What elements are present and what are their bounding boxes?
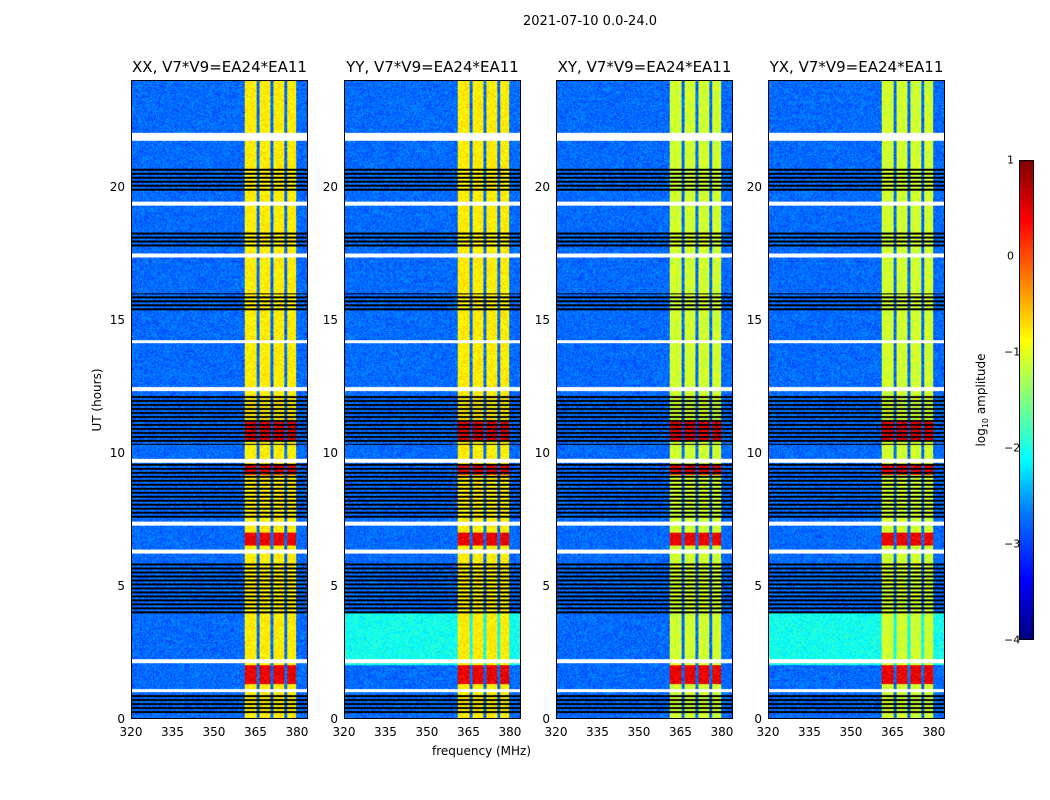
x-tick-label: 380: [922, 725, 946, 739]
panel-title: YY, V7*V9=EA24*EA11: [346, 58, 519, 76]
x-axis-label: frequency (MHz): [432, 744, 532, 758]
x-tick-label: 335: [798, 725, 821, 739]
x-tick-label: 350: [202, 725, 226, 739]
colorbar: [1019, 160, 1034, 640]
y-tick-label: 20: [746, 179, 762, 194]
x-tick-label: 365: [881, 725, 904, 739]
x-tick-label: 335: [161, 725, 184, 739]
colorbar-tick-label: −4: [1004, 633, 1021, 647]
x-tick-label: 335: [586, 725, 609, 739]
x-tick-label: 350: [839, 725, 863, 739]
x-tick-label: 365: [244, 725, 267, 739]
y-tick-label: 0: [330, 712, 338, 726]
y-tick-label: 10: [322, 445, 338, 460]
x-tick-label: 350: [415, 725, 439, 739]
y-axis-label: UT (hours): [90, 368, 104, 432]
y-tick-label: 0: [754, 712, 762, 726]
y-tick-label: 0: [542, 712, 550, 726]
x-tick-label: 380: [710, 725, 734, 739]
y-tick-label: 20: [534, 179, 550, 194]
y-tick-label: 15: [534, 312, 550, 327]
x-tick-label: 335: [374, 725, 397, 739]
y-tick-label: 5: [542, 578, 550, 593]
y-tick-label: 10: [109, 445, 125, 460]
y-tick-label: 10: [534, 445, 550, 460]
y-tick-label: 10: [746, 445, 762, 460]
y-tick-label: 5: [117, 578, 125, 593]
panel-0: XX, V7*V9=EA24*EA11 320 335 350 365 380 0 5 10 15…: [110, 58, 309, 739]
colorbar-tick-label: −3: [1004, 537, 1021, 551]
x-tick-label: 380: [285, 725, 309, 739]
x-tick-label: 365: [669, 725, 692, 739]
y-tick-label: 5: [330, 578, 338, 593]
y-tick-label: 0: [117, 712, 125, 726]
panel-1: YY, V7*V9=EA24*EA11 320 335 350 365 380 0 5 10 15…: [323, 58, 522, 739]
heatmap: [344, 80, 521, 719]
panel-title: XX, V7*V9=EA24*EA11: [132, 58, 307, 76]
panel-title: XY, V7*V9=EA24*EA11: [557, 58, 732, 76]
x-tick-label: 350: [627, 725, 651, 739]
heatmap: [556, 80, 733, 719]
panel-title: YX, V7*V9=EA24*EA11: [769, 58, 944, 76]
y-tick-label: 20: [109, 179, 125, 194]
x-tick-label: 320: [544, 725, 568, 739]
y-tick-label: 15: [109, 312, 125, 327]
x-tick-label: 320: [756, 725, 780, 739]
y-tick-label: 20: [322, 179, 338, 194]
colorbar-tick-label: −1: [1004, 345, 1021, 359]
panel-2: XY, V7*V9=EA24*EA11 320 335 350 365 380 0 5 10 15…: [535, 58, 734, 739]
heatmap: [768, 80, 945, 719]
colorbar-label: log10 amplitude: [973, 353, 991, 447]
colorbar-tick-label: 0: [1007, 249, 1014, 263]
x-tick-label: 320: [119, 725, 143, 739]
colorbar-tick-label: 1: [1007, 153, 1014, 167]
x-tick-label: 380: [498, 725, 522, 739]
y-tick-label: 15: [746, 312, 762, 327]
x-tick-label: 365: [457, 725, 480, 739]
colorbar-tick-label: −2: [1004, 441, 1021, 455]
panel-3: YX, V7*V9=EA24*EA11 320 335 350 365 380 0 5 10 15…: [747, 58, 946, 739]
heatmap: [131, 80, 308, 719]
y-tick-label: 5: [754, 578, 762, 593]
figure-title: 2021-07-10 0.0-24.0: [523, 14, 657, 29]
x-tick-label: 320: [332, 725, 356, 739]
y-tick-label: 15: [322, 312, 338, 327]
